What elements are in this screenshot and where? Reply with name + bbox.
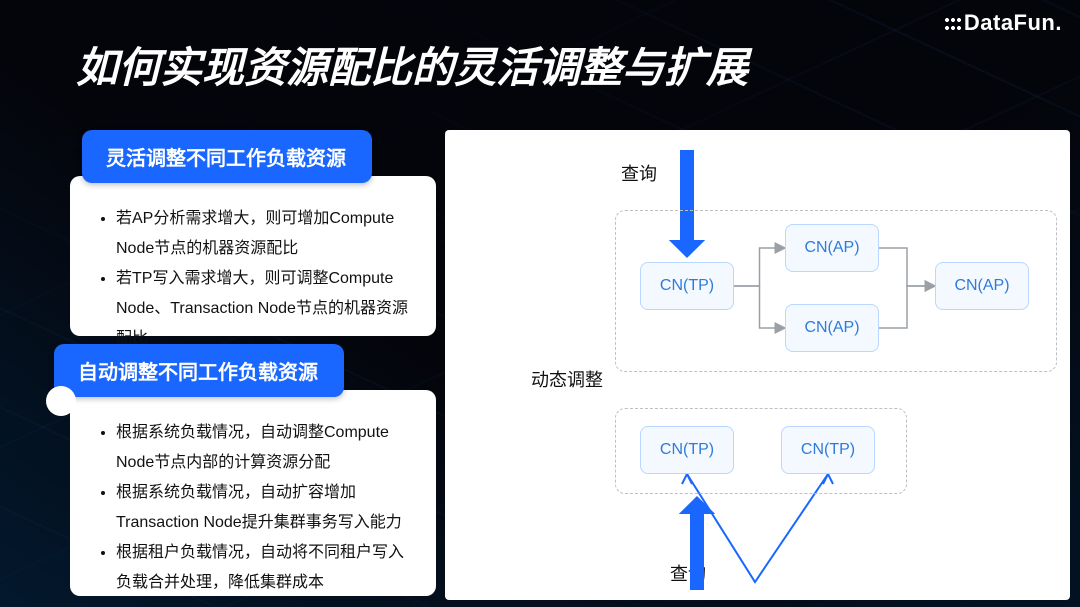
slide-title: 如何实现资源配比的灵活调整与扩展	[76, 34, 748, 95]
card-body-1: 根据系统负载情况，自动调整Compute Node节点内部的计算资源分配根据系统…	[70, 390, 436, 596]
bullet-item: 若AP分析需求增大，则可增加Compute Node节点的机器资源配比	[116, 204, 418, 264]
brand-text: DataFun.	[964, 10, 1062, 35]
bullet-item: 根据系统负载情况，自动调整Compute Node节点内部的计算资源分配	[116, 418, 418, 478]
bullet-item: 若TP写入需求增大，则可调整Compute Node、Transaction N…	[116, 264, 418, 354]
card-header-1: 自动调整不同工作负载资源	[54, 344, 344, 397]
card-body-0: 若AP分析需求增大，则可增加Compute Node节点的机器资源配比若TP写入…	[70, 176, 436, 336]
slide-root: DataFun. 如何实现资源配比的灵活调整与扩展 灵活调整不同工作负载资源若A…	[0, 0, 1080, 607]
node-cntp3: CN(TP)	[781, 426, 875, 474]
node-cnap1: CN(AP)	[785, 224, 879, 272]
diagram-panel: 查询 动态调整 查询 CN(TP)CN(AP)CN(AP)CN(AP)CN(TP…	[445, 130, 1070, 600]
bullet-item: 根据租户负载情况，自动将不同租户写入负载合并处理，降低集群成本	[116, 538, 418, 598]
brand-logo: DataFun.	[944, 10, 1062, 36]
node-cnap3: CN(AP)	[935, 262, 1029, 310]
node-cntp2: CN(TP)	[640, 426, 734, 474]
bullet-item: 根据系统负载情况，自动扩容增加Transaction Node提升集群事务写入能…	[116, 478, 418, 538]
node-cnap2: CN(AP)	[785, 304, 879, 352]
brand-dots-icon	[944, 17, 962, 31]
card-header-0: 灵活调整不同工作负载资源	[82, 130, 372, 183]
node-cntp1: CN(TP)	[640, 262, 734, 310]
